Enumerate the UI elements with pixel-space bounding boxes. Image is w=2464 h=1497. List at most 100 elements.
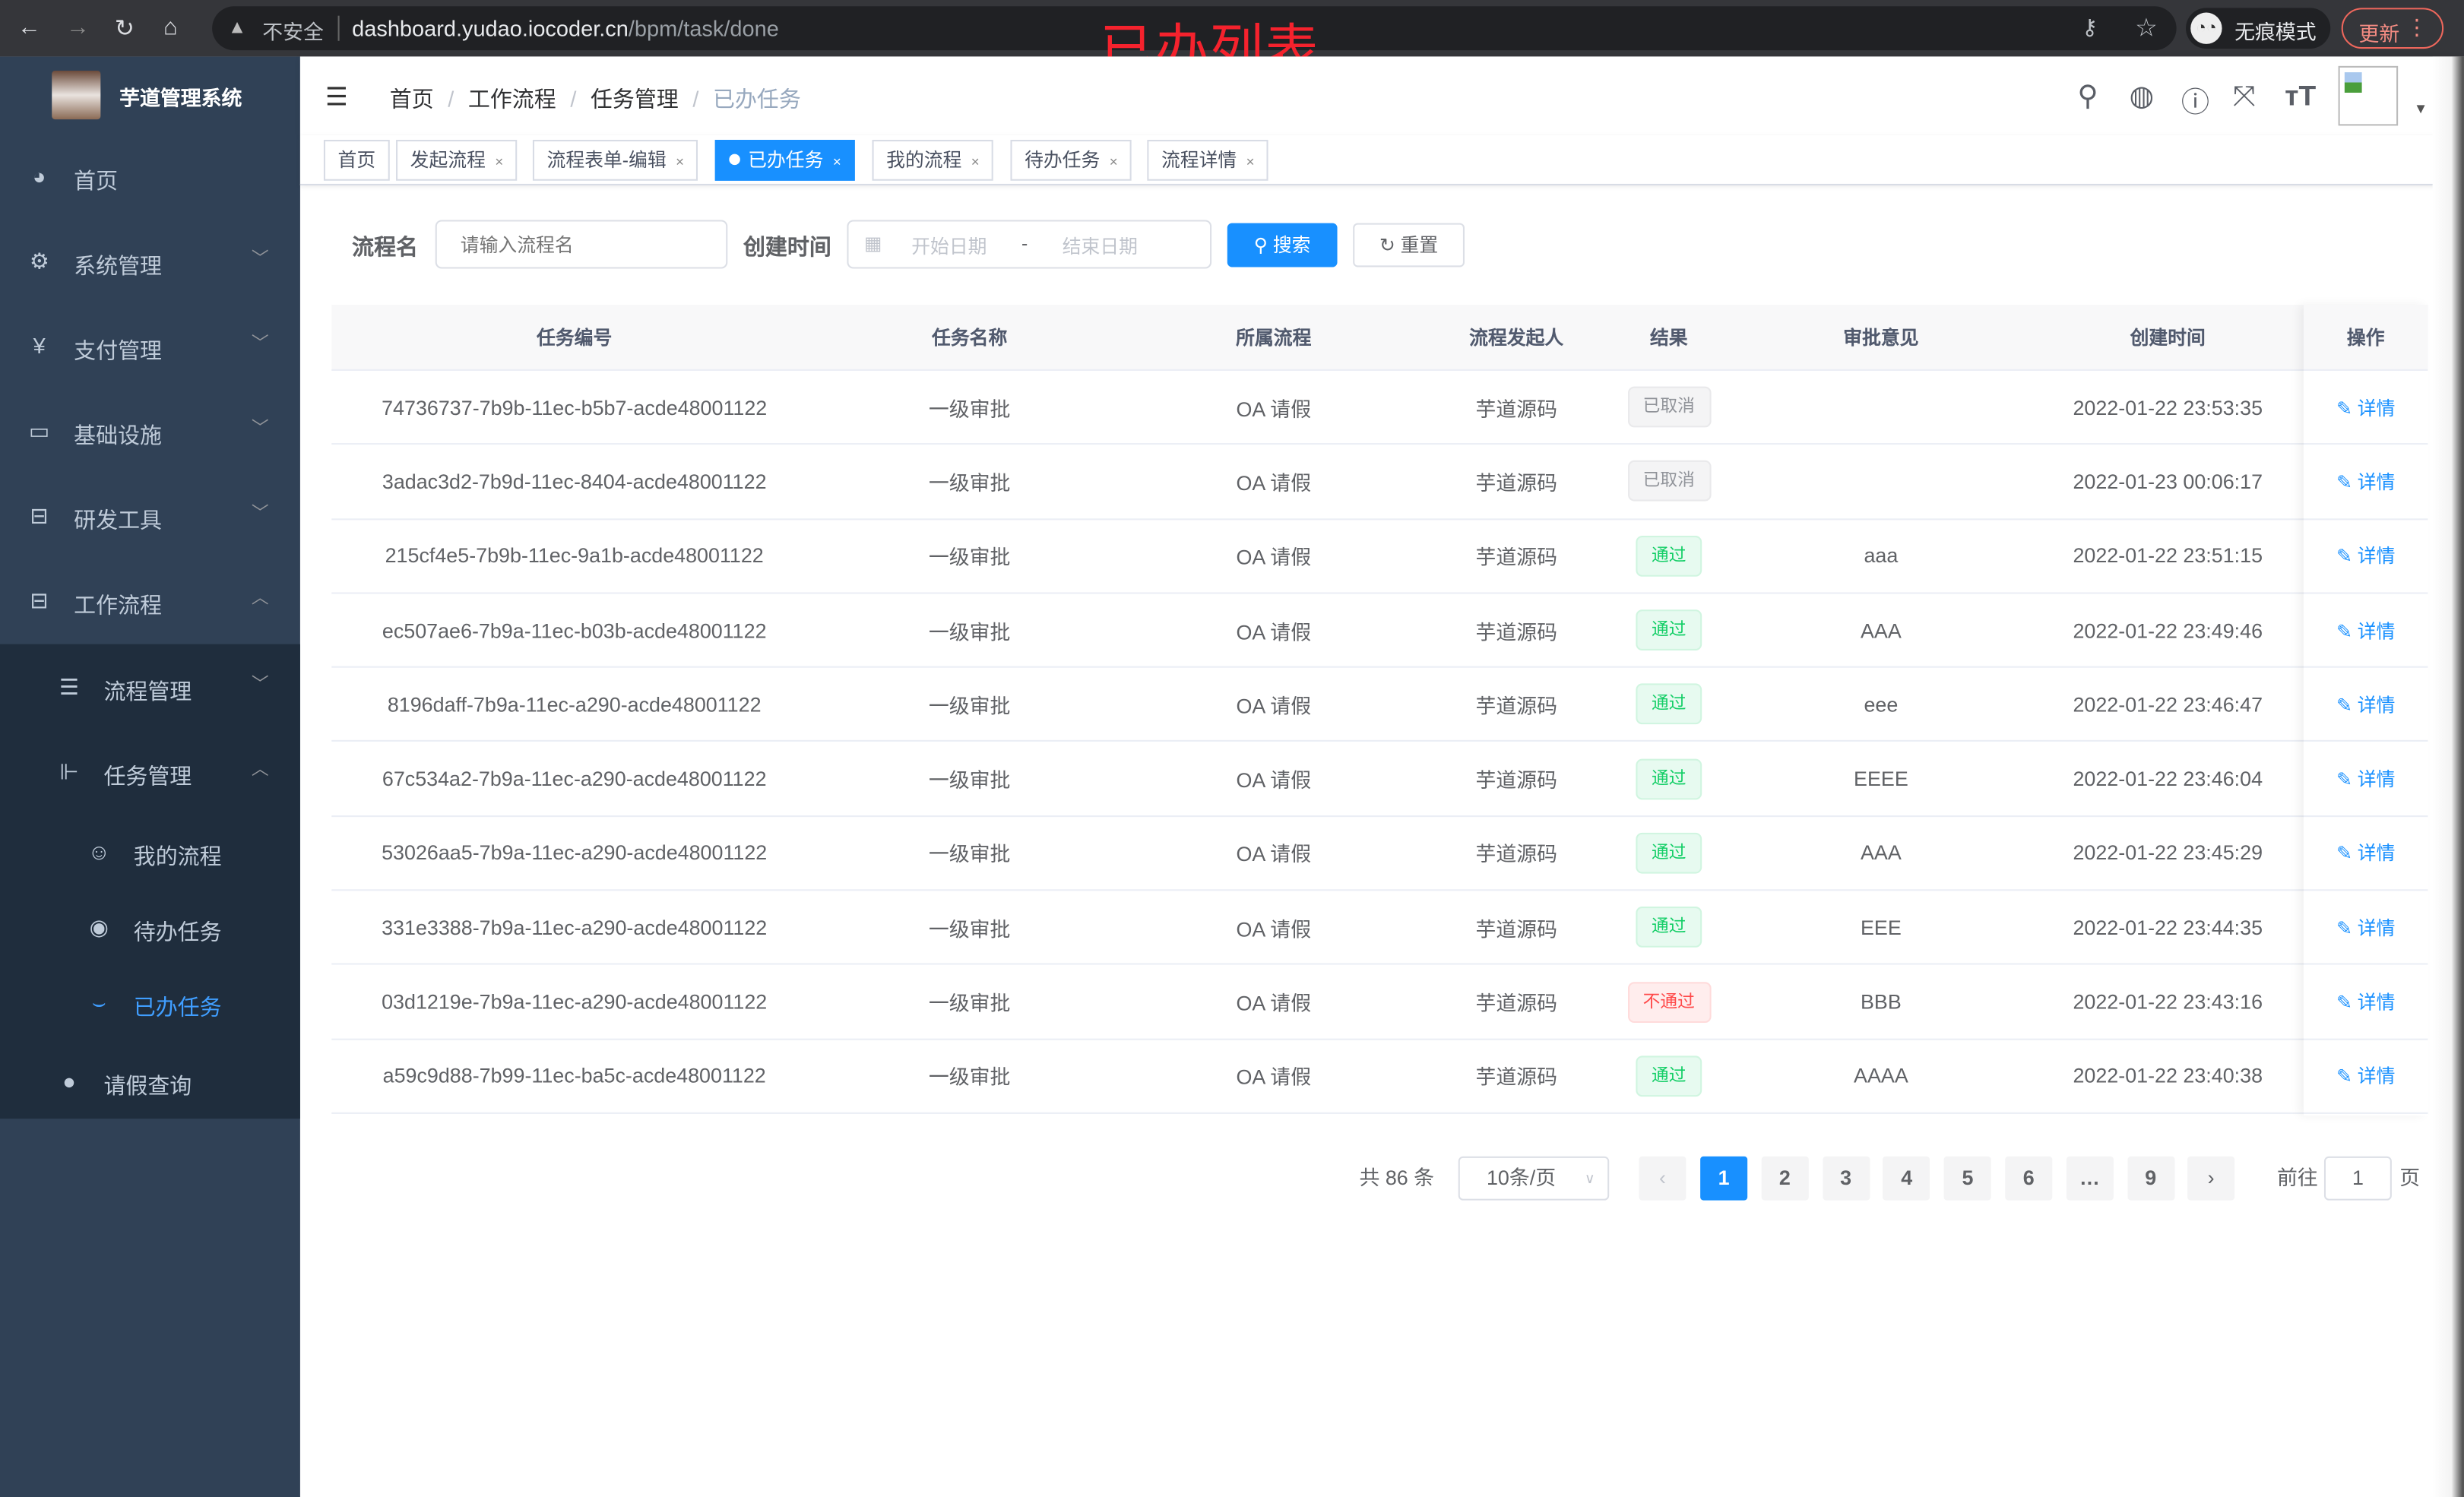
starter-cell: 芋道源码 <box>1475 694 1557 718</box>
page-button[interactable]: 9 <box>2127 1156 2174 1201</box>
reset-button-label: 重置 <box>1400 234 1439 257</box>
result-cell: 通过 <box>1607 817 1730 890</box>
edit-icon: ✎ <box>2336 916 2358 939</box>
prev-page-button[interactable]: ‹ <box>1639 1156 1686 1201</box>
id-cell: 3adac3d2-7b9d-11ec-8404-acde48001122 <box>382 470 767 494</box>
page-button[interactable]: 5 <box>1944 1156 1992 1201</box>
starter-cell: 芋道源码 <box>1475 471 1557 495</box>
sidebar-item-devtools[interactable]: ⊟ 研发工具 ﹀ <box>0 474 300 559</box>
tag-label: 流程详情 <box>1161 149 1237 172</box>
sidebar-item-pay[interactable]: ¥ 支付管理 ﹀ <box>0 305 300 390</box>
reload-icon[interactable]: ↻ <box>114 15 135 43</box>
github-icon[interactable]: ◍ <box>2129 80 2155 112</box>
breadcrumb-item[interactable]: 任务管理 <box>590 86 679 112</box>
next-page-button[interactable]: › <box>2187 1156 2235 1201</box>
close-icon[interactable]: × <box>1246 153 1255 170</box>
close-icon[interactable]: × <box>971 153 980 170</box>
fullscreen-icon[interactable]: ⤧ <box>2233 80 2256 112</box>
close-icon[interactable]: × <box>676 153 684 170</box>
sidebar-item-todo[interactable]: ◉ 待办任务 <box>0 891 300 966</box>
detail-link[interactable]: ✎ 详情 <box>2336 914 2395 941</box>
detail-link[interactable]: ✎ 详情 <box>2336 468 2395 495</box>
detail-link[interactable]: ✎ 详情 <box>2336 840 2395 866</box>
broken-image-icon <box>2344 72 2362 93</box>
star-icon[interactable]: ☆ <box>2135 15 2158 43</box>
font-size-icon[interactable]: тT <box>2285 80 2317 112</box>
detail-link[interactable]: ✎ 详情 <box>2336 617 2395 644</box>
sidebar-item-leave[interactable]: ● 请假查询 <box>0 1040 300 1125</box>
sidebar-item-done[interactable]: ⌣ 已办任务 <box>0 967 300 1042</box>
chevron-down-icon: ∨ <box>1584 1170 1595 1187</box>
detail-link[interactable]: ✎ 详情 <box>2336 765 2395 792</box>
sidebar-item-label: 已办任务 <box>133 994 222 1020</box>
page-button[interactable]: 2 <box>1761 1156 1809 1201</box>
result-cell: 通过 <box>1607 520 1730 593</box>
tag-my-process[interactable]: 我的流程 × <box>872 140 994 181</box>
time-cell: 2022-01-22 23:40:38 <box>2073 1064 2263 1088</box>
help-icon[interactable]: ⓘ <box>2181 86 2210 119</box>
tag-start-process[interactable]: 发起流程 × <box>396 140 518 181</box>
status-badge: 通过 <box>1636 1055 1702 1097</box>
search-button[interactable]: ⚲ 搜索 <box>1227 223 1338 267</box>
sidebar-item-workflow[interactable]: ⊟ 工作流程 ︿ <box>0 559 300 644</box>
start-date-input[interactable]: 开始日期 <box>911 236 987 258</box>
chevron-down-icon: ﹀ <box>251 504 269 524</box>
tag-label: 待办任务 <box>1025 149 1101 172</box>
incognito-icon: ◔◔ <box>2190 12 2222 44</box>
time-cell: 2022-01-22 23:43:16 <box>2073 989 2263 1014</box>
incognito-badge[interactable]: ◔◔ 无痕模式 <box>2186 8 2331 49</box>
page-ellipsis[interactable]: … <box>2066 1156 2114 1201</box>
search-icon[interactable]: ⚲ <box>2077 80 2098 112</box>
status-badge: 通过 <box>1636 832 1702 874</box>
date-range-picker[interactable]: ▦ 开始日期 - 结束日期 <box>847 220 1212 269</box>
page-button[interactable]: 6 <box>2005 1156 2053 1201</box>
toolbox-icon: ⊟ <box>30 587 49 613</box>
detail-link[interactable]: ✎ 详情 <box>2336 989 2395 1015</box>
result-cell: 已取消 <box>1607 445 1730 518</box>
avatar[interactable] <box>2338 65 2399 126</box>
process-name-input[interactable] <box>435 220 728 269</box>
breadcrumb-item[interactable]: 首页 <box>389 86 434 112</box>
id-cell: 8196daff-7b9a-11ec-a290-acde48001122 <box>387 692 762 717</box>
page-size-select[interactable]: 10条/页 ∨ <box>1458 1156 1610 1201</box>
breadcrumb-item[interactable]: 工作流程 <box>467 86 556 112</box>
forward-icon[interactable]: → <box>65 14 90 41</box>
page-button[interactable]: 4 <box>1883 1156 1930 1201</box>
page-button[interactable]: 3 <box>1822 1156 1870 1201</box>
close-icon[interactable]: × <box>832 153 841 170</box>
caret-down-icon[interactable]: ▼ <box>2413 100 2428 117</box>
sidebar-item-system[interactable]: ⚙ 系统管理 ﹀ <box>0 220 300 305</box>
home-icon[interactable]: ⌂ <box>163 14 178 41</box>
active-dot <box>729 153 740 166</box>
close-icon[interactable]: × <box>1109 153 1118 170</box>
detail-label: 详情 <box>2357 916 2396 939</box>
back-icon[interactable]: ← <box>17 14 41 41</box>
sidebar-item-my-process[interactable]: ☺ 我的流程 <box>0 815 300 891</box>
hamburger-icon[interactable]: ☰ <box>325 84 348 112</box>
submenu-background <box>0 644 300 1119</box>
detail-link[interactable]: ✎ 详情 <box>2336 1062 2395 1089</box>
tag-done-tasks[interactable]: 已办任务 × <box>714 140 856 181</box>
update-button[interactable]: 更新 ⋮ <box>2341 8 2444 49</box>
key-icon[interactable]: ⚷ <box>2082 14 2098 40</box>
end-date-input[interactable]: 结束日期 <box>1062 236 1138 258</box>
tag-label: 首页 <box>337 149 376 172</box>
tag-todo[interactable]: 待办任务 × <box>1010 140 1132 181</box>
detail-link[interactable]: ✎ 详情 <box>2336 691 2395 717</box>
detail-link[interactable]: ✎ 详情 <box>2336 394 2395 420</box>
tag-process-detail[interactable]: 流程详情 × <box>1147 140 1269 181</box>
sidebar-item-home[interactable]: ◕ 首页 <box>0 135 300 220</box>
table-header: 任务编号 任务名称 所属流程 流程发起人 结果 审批意见 创建时间 操作 <box>331 305 2428 371</box>
address-bar[interactable]: ▲ 不安全 dashboard.yudao.iocoder.cn/bpm/tas… <box>212 6 2177 51</box>
close-icon[interactable]: × <box>495 153 504 170</box>
page-button[interactable]: 1 <box>1700 1156 1748 1201</box>
tag-home[interactable]: 首页 <box>323 140 390 181</box>
chevron-up-icon: ︿ <box>251 589 269 609</box>
sidebar-item-task-manage[interactable]: ⊩ 任务管理 ︿ <box>0 730 300 815</box>
sidebar-item-process-manage[interactable]: ☰ 流程管理 ﹀ <box>0 646 300 731</box>
detail-link[interactable]: ✎ 详情 <box>2336 543 2395 569</box>
goto-page-input[interactable]: 1 <box>2323 1156 2392 1201</box>
tag-form-edit[interactable]: 流程表单-编辑 × <box>532 140 698 181</box>
reset-button[interactable]: ↻ 重置 <box>1353 223 1465 267</box>
sidebar-item-infra[interactable]: ▭ 基础设施 ﹀ <box>0 390 300 475</box>
